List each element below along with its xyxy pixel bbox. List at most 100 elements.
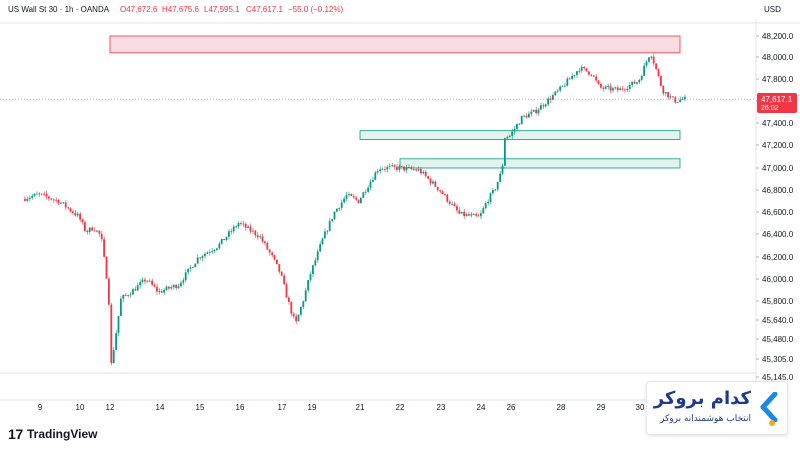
- candle-up: [345, 194, 348, 199]
- candle-up: [96, 230, 98, 232]
- candle-up: [211, 251, 213, 253]
- candle-up: [628, 84, 631, 89]
- candle-down: [535, 109, 537, 114]
- candle-up: [547, 98, 549, 105]
- y-tick-label: 47,200.0: [762, 141, 794, 150]
- candle-down: [597, 80, 600, 85]
- x-tick-label: 9: [38, 403, 43, 412]
- candle-down: [624, 89, 626, 91]
- candle-up: [331, 219, 333, 221]
- candle-up: [324, 231, 326, 239]
- candle-up: [566, 78, 569, 86]
- candle-down: [153, 284, 156, 287]
- candle-up: [326, 230, 329, 232]
- candle-up: [561, 85, 564, 87]
- y-tick-label: 45,305.0: [762, 355, 794, 364]
- candle-up: [122, 294, 125, 299]
- candle-up: [216, 248, 218, 250]
- candle-down: [43, 193, 45, 195]
- candle-down: [355, 197, 357, 200]
- candle-down: [45, 193, 48, 197]
- candle-up: [129, 294, 132, 296]
- y-tick-label: 46,200.0: [762, 253, 794, 262]
- x-tick-label: 22: [396, 403, 405, 412]
- candle-up: [544, 104, 547, 107]
- candle-up: [194, 263, 197, 268]
- candle-down: [124, 294, 127, 296]
- candle-down: [393, 165, 396, 167]
- header-symbol: US Wall St 30 · 1h · OANDA: [8, 5, 110, 14]
- candle-down: [278, 264, 281, 272]
- candle-down: [453, 203, 456, 207]
- candle-down: [439, 190, 441, 192]
- candle-up: [177, 286, 180, 289]
- candle-up: [556, 90, 559, 92]
- header-change: −55.0 (−0.12%): [288, 5, 343, 14]
- candle-up: [328, 220, 331, 231]
- x-tick-label: 12: [106, 403, 115, 412]
- candle-down: [585, 68, 588, 72]
- candle-up: [165, 286, 168, 291]
- x-tick-label: 14: [156, 403, 165, 412]
- candle-up: [532, 109, 535, 112]
- candle-down: [674, 97, 677, 103]
- candle-up: [408, 167, 410, 168]
- x-tick-label: 28: [557, 403, 566, 412]
- candle-down: [590, 74, 593, 76]
- candle-up: [136, 285, 139, 291]
- candle-up: [141, 279, 144, 283]
- candle-up: [528, 113, 530, 118]
- candle-down: [672, 96, 674, 98]
- candle-down: [403, 166, 405, 171]
- candle-down: [57, 199, 60, 204]
- candle-up: [496, 181, 499, 190]
- candle-up: [552, 95, 554, 100]
- candle-up: [499, 173, 501, 182]
- candle-down: [156, 286, 158, 292]
- candle-down: [655, 63, 657, 70]
- candle-down: [396, 166, 398, 170]
- tradingview-logo-icon: 17: [8, 426, 23, 442]
- candle-down: [475, 214, 477, 216]
- y-tick-label: 45,640.0: [762, 316, 794, 325]
- header-open: O47,672.6: [120, 5, 158, 14]
- candle-up: [564, 85, 566, 87]
- candle-up: [237, 223, 240, 227]
- candle-down: [74, 213, 77, 216]
- candle-up: [182, 280, 185, 283]
- candle-down: [420, 169, 422, 174]
- zones-layer: [109, 35, 681, 169]
- candle-up: [60, 202, 62, 204]
- candle-up: [336, 208, 338, 212]
- currency-label: USD: [764, 5, 781, 14]
- candle-down: [468, 214, 470, 216]
- candle-up: [465, 214, 468, 217]
- candle-up: [381, 169, 384, 170]
- candle-up: [619, 88, 621, 91]
- candle-down: [273, 255, 276, 260]
- candle-up: [372, 179, 374, 182]
- brand-text: TradingView: [26, 427, 98, 441]
- candle-down: [134, 289, 137, 291]
- candle-up: [631, 81, 633, 85]
- candle-down: [151, 280, 153, 285]
- candle-up: [376, 171, 379, 173]
- candle-up: [571, 75, 573, 79]
- candle-up: [247, 226, 249, 228]
- candle-up: [537, 109, 540, 114]
- candle-down: [175, 284, 177, 289]
- candle-up: [348, 194, 350, 195]
- candle-down: [412, 169, 415, 170]
- candle-down: [525, 115, 528, 118]
- candle-down: [633, 81, 636, 84]
- candle-down: [160, 291, 163, 293]
- candles-layer: [24, 53, 686, 366]
- candle-up: [487, 202, 489, 204]
- candle-up: [626, 88, 629, 90]
- candle-down: [463, 211, 465, 217]
- candle-up: [374, 172, 377, 180]
- candle-down: [276, 259, 278, 265]
- candle-up: [184, 272, 187, 281]
